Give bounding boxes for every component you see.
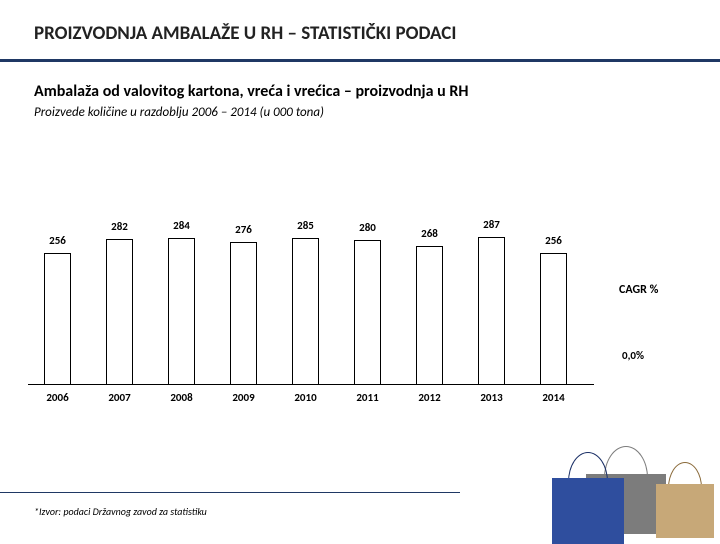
bar-chart: 2562006282200728420082762009285201028020… [34,185,684,445]
bar [416,246,443,385]
bar [230,242,257,385]
bar [540,253,567,385]
bar-value-label: 268 [400,227,460,240]
x-axis-label: 2014 [524,391,584,404]
bar-value-label: 256 [28,234,88,247]
x-axis-label: 2006 [28,391,88,404]
bar-value-label: 276 [214,223,274,236]
bar [168,238,195,385]
footer-rule [0,492,460,493]
bar-value-label: 287 [462,218,522,231]
x-axis-label: 2007 [90,391,150,404]
footnote: *Izvor: podaci Državnog zavod za statist… [34,505,207,518]
chart-plot: 2562006282200728420082762009285201028020… [34,185,594,385]
x-axis-label: 2010 [276,391,336,404]
bar-value-label: 284 [152,219,212,232]
x-axis-label: 2012 [400,391,460,404]
cagr-value: 0,0% [622,349,644,362]
x-axis-label: 2008 [152,391,212,404]
page-title: PROIZVODNJA AMBALAŽE U RH – STATISTIČKI … [0,0,720,45]
chart-subtitle: Ambalaža od valovitog kartona, vreća i v… [0,62,720,101]
bar [106,239,133,385]
bag-decor-tan [656,460,714,538]
bag-decor-blue [552,446,624,544]
bar [292,238,319,385]
cagr-label: CAGR % [619,283,658,297]
bar [478,237,505,385]
bar-value-label: 280 [338,221,398,234]
bar-value-label: 282 [90,220,150,233]
bar-value-label: 285 [276,219,336,232]
bar-value-label: 256 [524,234,584,247]
x-axis-label: 2009 [214,391,274,404]
bar [44,253,71,385]
x-axis-label: 2013 [462,391,522,404]
chart-subsubtitle: Proizvede količine u razdoblju 2006 – 20… [0,101,720,120]
bar [354,240,381,385]
x-axis-label: 2011 [338,391,398,404]
